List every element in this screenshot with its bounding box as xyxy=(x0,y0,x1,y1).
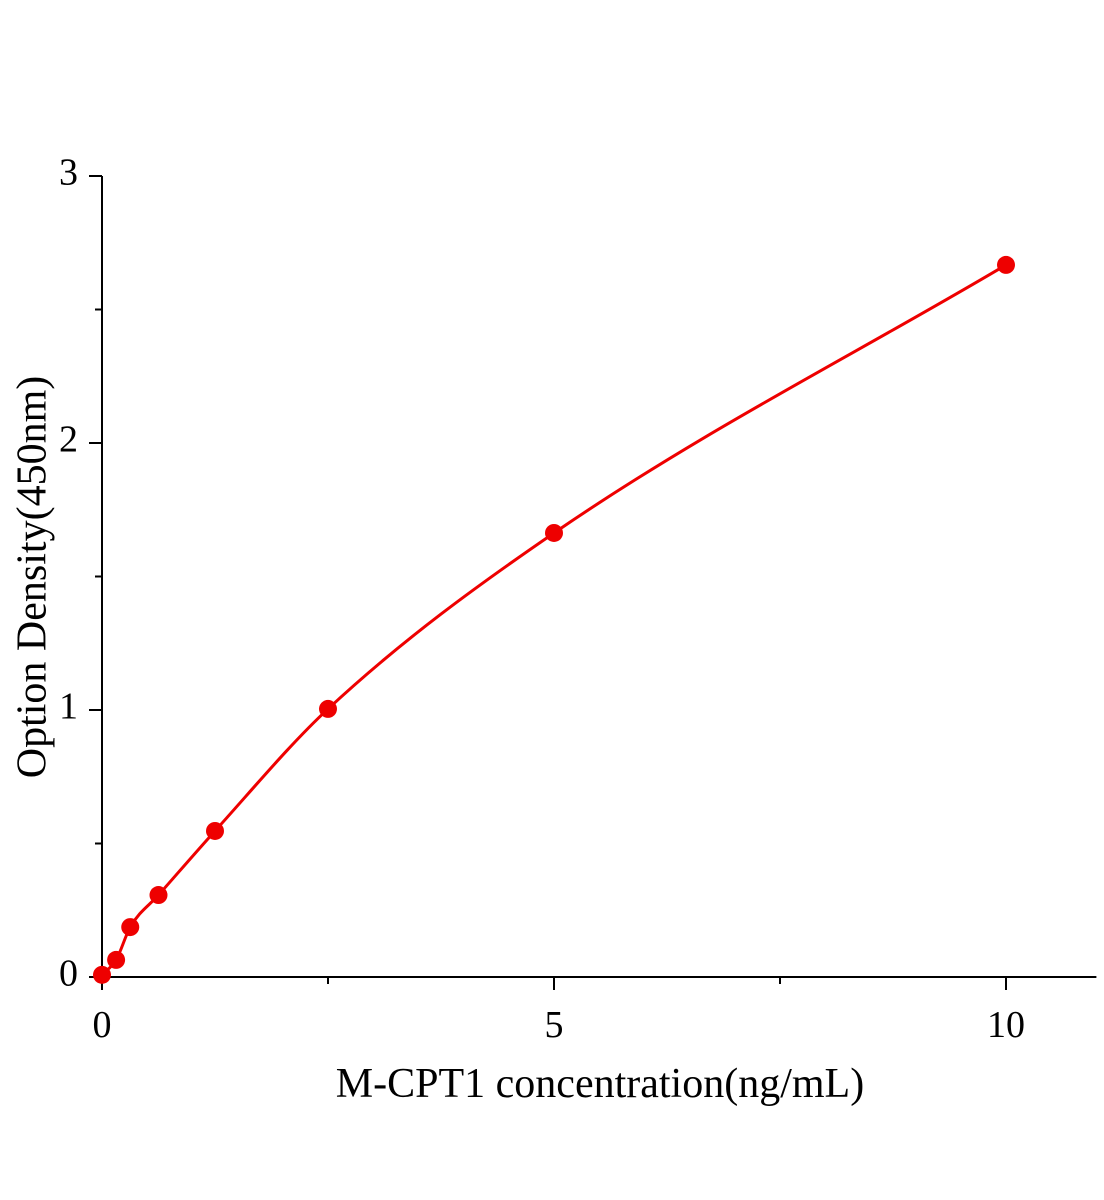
x-axis-title: M-CPT1 concentration(ng/mL) xyxy=(336,1061,864,1107)
y-tick-label: 1 xyxy=(59,686,78,728)
data-point xyxy=(93,965,111,984)
data-point xyxy=(319,699,337,718)
data-point xyxy=(545,523,563,542)
data-point xyxy=(121,918,140,937)
y-tick-label: 0 xyxy=(59,953,78,995)
fit-curve xyxy=(100,263,1007,976)
y-axis-title: Option Density(450nm) xyxy=(10,376,56,778)
y-tick-label: 3 xyxy=(59,152,78,194)
data-point xyxy=(206,821,224,840)
data-point xyxy=(997,255,1015,274)
y-tick-label: 2 xyxy=(59,419,78,461)
data-point xyxy=(107,950,126,969)
x-tick-label: 10 xyxy=(987,1004,1025,1046)
data-point xyxy=(149,886,168,905)
x-tick-label: 5 xyxy=(545,1004,564,1046)
x-tick-label: 0 xyxy=(93,1004,112,1046)
